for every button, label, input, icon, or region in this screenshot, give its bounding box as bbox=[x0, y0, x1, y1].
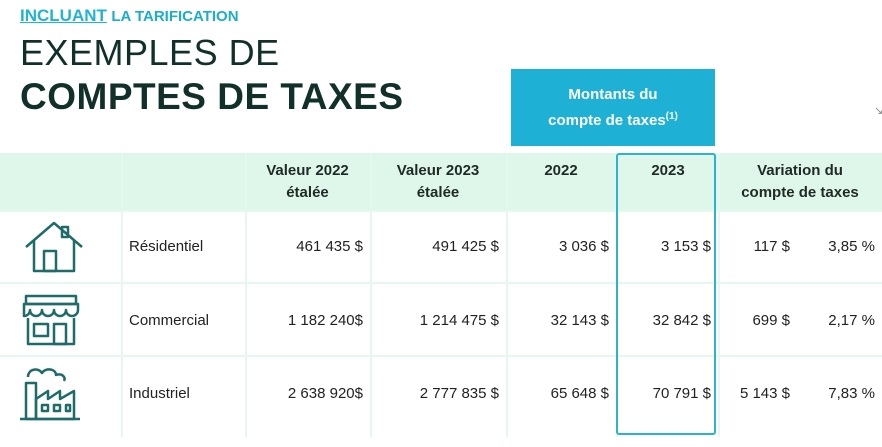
cell-tax2023: 70 791 $ bbox=[652, 384, 711, 402]
row-divider bbox=[0, 282, 882, 284]
montants-line1: Montants du bbox=[568, 85, 658, 103]
factory-icon bbox=[20, 368, 80, 421]
column-2023-highlight bbox=[616, 153, 716, 435]
column-divider bbox=[245, 153, 247, 437]
col-header-2022: 2022 bbox=[544, 161, 578, 179]
col-header-valeur-2023: Valeur 2023 étalée bbox=[396, 161, 480, 201]
cell-var-amount: 117 $ bbox=[753, 237, 790, 255]
cell-tax2022: 3 036 $ bbox=[558, 237, 609, 255]
tagline: INCLUANT LA TARIFICATION bbox=[20, 6, 239, 26]
cell-val2023: 2 777 835 $ bbox=[419, 384, 499, 402]
col-header-valeur-2022: Valeur 2022 étalée bbox=[266, 161, 349, 201]
col-header-2023: 2023 bbox=[651, 161, 685, 179]
table-header-band bbox=[0, 153, 882, 210]
cell-val2022: 461 435 $ bbox=[296, 237, 363, 255]
row-label-residentiel: Résidentiel bbox=[129, 237, 204, 255]
tagline-accent: INCLUANT bbox=[20, 6, 107, 25]
mouse-cursor-icon: ↘ bbox=[874, 105, 882, 117]
column-divider bbox=[370, 153, 372, 437]
cell-val2022: 1 182 240$ bbox=[287, 311, 363, 329]
column-divider bbox=[506, 153, 508, 437]
page-title-line2: COMPTES DE TAXES bbox=[20, 76, 404, 117]
cell-var-amount: 699 $ bbox=[752, 311, 790, 329]
col-header-variation: Variation du compte de taxes bbox=[741, 161, 859, 201]
column-divider bbox=[121, 153, 123, 437]
cell-tax2022: 65 648 $ bbox=[550, 384, 609, 402]
tagline-rest: LA TARIFICATION bbox=[111, 8, 239, 25]
cell-tax2022: 32 143 $ bbox=[550, 311, 609, 329]
cell-tax2023: 32 842 $ bbox=[652, 311, 711, 329]
page-title-line1: EXEMPLES DE bbox=[20, 32, 280, 73]
house-icon bbox=[25, 221, 83, 273]
montants-header: Montants du compte de taxes(1) bbox=[511, 69, 715, 146]
column-divider bbox=[718, 153, 720, 437]
cell-var-pct: 2,17 % bbox=[828, 311, 875, 329]
row-divider bbox=[0, 355, 882, 357]
row-label-industriel: Industriel bbox=[129, 384, 190, 402]
row-label-commercial: Commercial bbox=[129, 311, 210, 329]
cell-var-pct: 7,83 % bbox=[828, 384, 875, 402]
storefront-icon bbox=[22, 294, 80, 346]
cell-var-amount: 5 143 $ bbox=[739, 384, 790, 402]
montants-note: (1) bbox=[665, 110, 678, 122]
cell-val2023: 491 425 $ bbox=[432, 237, 499, 255]
cell-val2023: 1 214 475 $ bbox=[419, 311, 499, 329]
cell-tax2023: 3 153 $ bbox=[660, 237, 711, 255]
row-divider bbox=[0, 210, 882, 212]
cell-val2022: 2 638 920$ bbox=[287, 384, 363, 402]
montants-line2: compte de taxes(1) bbox=[548, 110, 678, 129]
cell-var-pct: 3,85 % bbox=[828, 237, 875, 255]
